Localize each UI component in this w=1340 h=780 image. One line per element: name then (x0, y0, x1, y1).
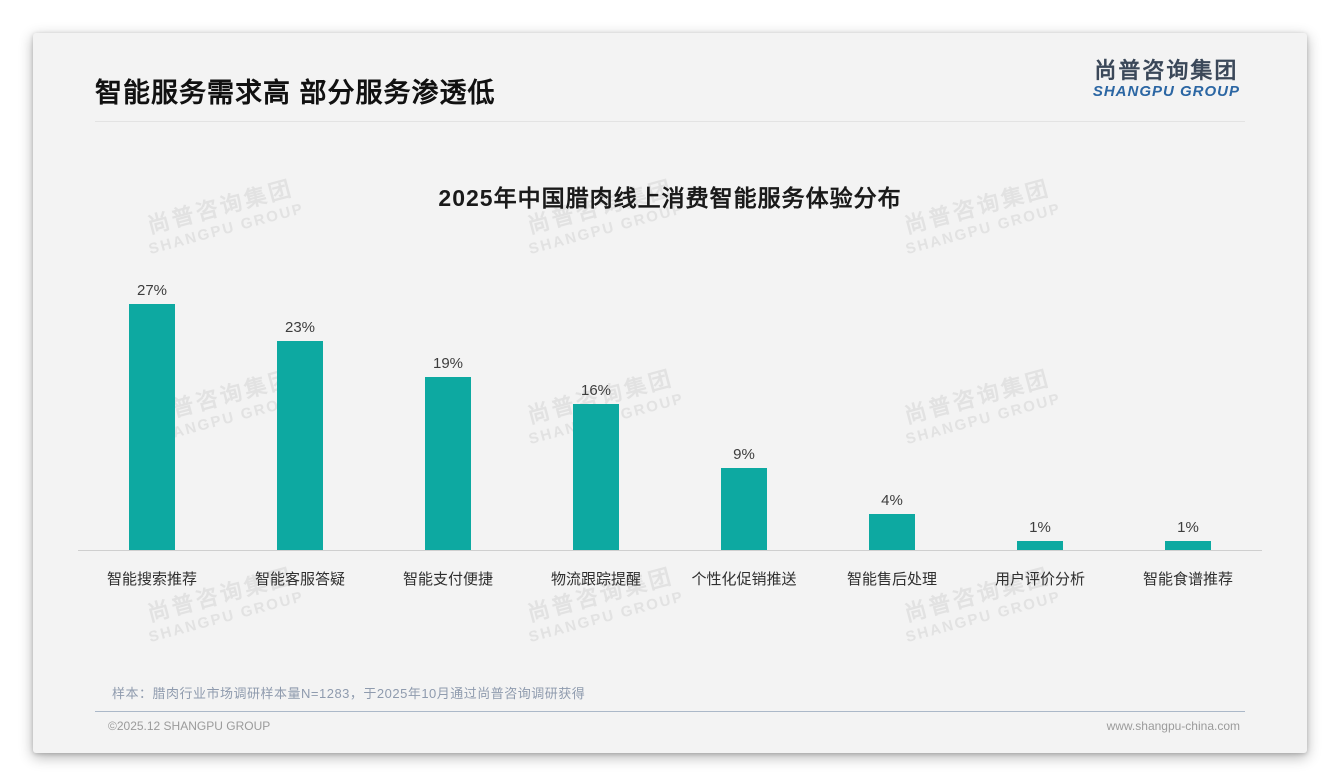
bar-value-label: 27% (136, 282, 168, 299)
x-axis-labels: 智能搜索推荐 智能客服答疑 智能支付便捷 物流跟踪提醒 个性化促销推送 智能售后处理 用户评… (78, 568, 1262, 589)
bar-column: 1% (1114, 279, 1262, 550)
company-logo: 尚普咨询集团 SHANGPU GROUP (1092, 58, 1240, 101)
footer-website: www.shangpu-china.com (1106, 719, 1240, 733)
watermark-english-text: SHANGPU GROUP (526, 587, 686, 646)
bar (573, 404, 619, 550)
bar-value-label: 4% (881, 492, 903, 509)
bar (869, 514, 915, 550)
x-axis-category-label: 智能食谱推荐 (1142, 571, 1233, 588)
watermark-english-text: SHANGPU GROUP (146, 587, 306, 646)
bar-column: 4% (818, 279, 966, 550)
chart-title: 2025年中国腊肉线上消费智能服务体验分布 (438, 185, 902, 211)
footer-divider (95, 711, 1245, 712)
x-axis-category-label: 用户评价分析 (994, 571, 1085, 588)
x-axis-category-label: 智能搜索推荐 (106, 571, 197, 588)
bar-value-label: 19% (432, 355, 464, 372)
bar-value-label: 23% (284, 319, 316, 336)
x-axis-category-label: 智能支付便捷 (402, 571, 493, 588)
bar-value-label: 16% (580, 382, 612, 399)
bar-column: 9% (670, 279, 818, 550)
bar (1165, 541, 1211, 550)
footer-copyright: ©2025.12 SHANGPU GROUP (108, 719, 271, 733)
sample-note: 样本：腊肉行业市场调研样本量N=1283，于2025年10月通过尚普咨询调研获得 (112, 686, 586, 701)
x-axis-category-label: 智能售后处理 (846, 571, 937, 588)
x-axis-category-label: 物流跟踪提醒 (550, 571, 641, 588)
page-title: 智能服务需求高 部分服务渗透低 (95, 78, 496, 108)
x-axis-category-label: 智能客服答疑 (254, 571, 345, 588)
bar-value-label: 1% (1029, 519, 1051, 536)
bar-column: 19% (374, 279, 522, 550)
bar-column: 1% (966, 279, 1114, 550)
logo-chinese-text: 尚普咨询集团 (1094, 58, 1239, 83)
header-divider (95, 121, 1245, 122)
bar (129, 304, 175, 550)
bar (425, 377, 471, 550)
bar-column: 23% (226, 279, 374, 550)
bar-column: 16% (522, 279, 670, 550)
slide-card: 尚普咨询集团 SHANGPU GROUP 尚普咨询集团 SHANGPU GROUP 尚普… (33, 33, 1307, 753)
x-axis-category-label: 个性化促销推送 (691, 571, 797, 588)
bar (1017, 541, 1063, 550)
logo-english-text: SHANGPU GROUP (1092, 83, 1240, 101)
bar (277, 341, 323, 550)
bar (721, 468, 767, 550)
bar-column: 27% (78, 279, 226, 550)
bar-value-label: 9% (733, 446, 755, 463)
bar-value-label: 1% (1177, 519, 1199, 536)
watermark-english-text: SHANGPU GROUP (903, 587, 1063, 646)
plot-area: 27% 23% 19% 16% 9% 4% 1% 1% (78, 279, 1262, 551)
